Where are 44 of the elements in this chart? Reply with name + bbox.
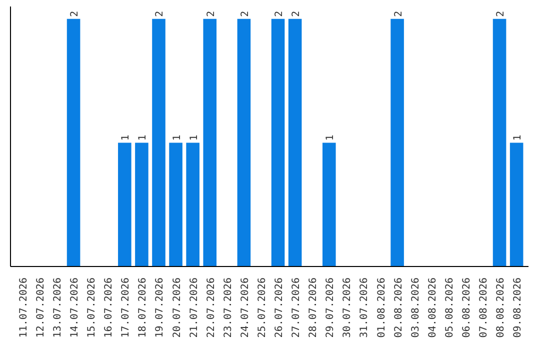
data-label: 2 <box>240 10 251 17</box>
data-label: 2 <box>496 10 507 17</box>
x-tick-label: 15.07.2026 <box>86 277 98 338</box>
data-label: 1 <box>120 134 132 141</box>
x-tick-label: 31.07.2026 <box>359 277 370 338</box>
x-tick-label: 04.08.2026 <box>427 277 438 338</box>
x-tick-label: 02.08.2026 <box>393 277 404 338</box>
x-tick-label: 05.08.2026 <box>444 277 456 338</box>
x-tick-label: 09.08.2026 <box>512 277 524 338</box>
x-tick-label: 24.07.2026 <box>240 277 251 338</box>
x-tick-label: 16.07.2026 <box>104 277 115 338</box>
x-tick-label: 26.07.2026 <box>274 277 286 338</box>
data-label: 2 <box>206 10 217 17</box>
x-tick-label: 06.08.2026 <box>461 277 472 338</box>
data-label: 2 <box>154 10 166 17</box>
data-label: 1 <box>325 134 336 141</box>
x-tick-label: 22.07.2026 <box>206 277 217 338</box>
data-label: 1 <box>138 134 149 141</box>
x-tick-label: 25.07.2026 <box>256 277 268 338</box>
x-tick-label: 07.08.2026 <box>478 277 490 338</box>
x-tick-label: 21.07.2026 <box>188 277 200 338</box>
x-tick-label: 01.08.2026 <box>376 277 388 338</box>
data-label: 2 <box>291 10 302 17</box>
x-tick-label: 08.08.2026 <box>496 277 507 338</box>
x-tick-label: 13.07.2026 <box>52 277 64 338</box>
data-label: 1 <box>512 134 524 141</box>
x-tick-label: 19.07.2026 <box>154 277 166 338</box>
x-tick-label: 17.07.2026 <box>120 277 132 338</box>
x-tick-label: 29.07.2026 <box>325 277 336 338</box>
data-label: 1 <box>172 134 183 141</box>
x-tick-label: 11.07.2026 <box>18 277 30 338</box>
data-label: 2 <box>274 10 286 17</box>
x-tick-label: 23.07.2026 <box>222 277 234 338</box>
x-tick-label: 18.07.2026 <box>138 277 149 338</box>
x-tick-label: 30.07.2026 <box>342 277 354 338</box>
x-tick-label: 28.07.2026 <box>308 277 320 338</box>
x-tick-label: 20.07.2026 <box>172 277 183 338</box>
data-label: 2 <box>70 10 81 17</box>
data-label: 1 <box>188 134 200 141</box>
x-tick-label: 27.07.2026 <box>291 277 302 338</box>
data-label: 2 <box>393 10 404 17</box>
x-tick-label: 14.07.2026 <box>70 277 81 338</box>
x-tick-label: 03.08.2026 <box>410 277 422 338</box>
x-tick-label: 12.07.2026 <box>35 277 46 338</box>
